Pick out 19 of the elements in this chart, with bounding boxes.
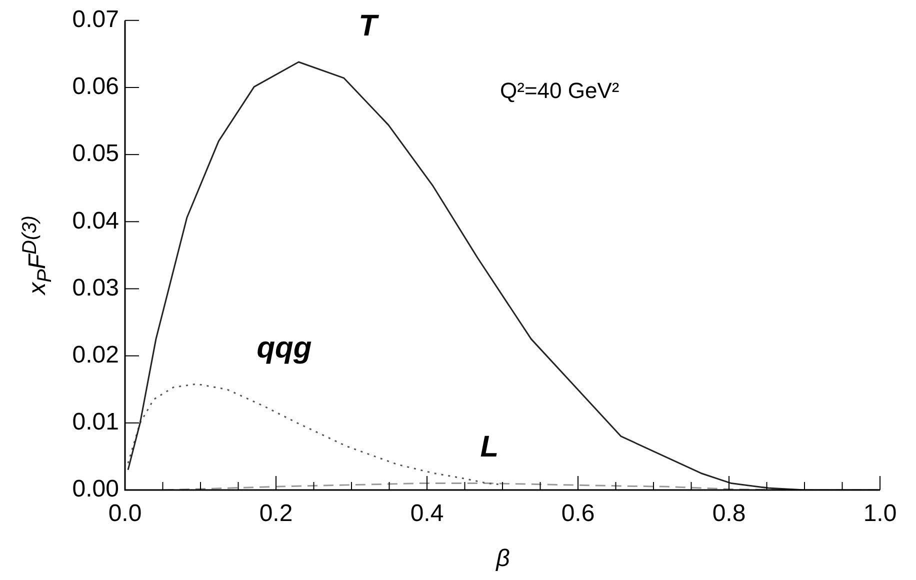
x-tick-label: 0.4 [410, 500, 444, 528]
y-tick-label: 0.01 [72, 408, 119, 436]
y-tick-label: 0.06 [72, 73, 119, 100]
y-tick-label: 0.02 [72, 341, 119, 368]
x-tick-label: 0.8 [712, 500, 746, 528]
y-tick-label: 0.03 [72, 274, 119, 302]
series-label: L [480, 430, 499, 464]
x-tick-label: 0.2 [259, 500, 293, 528]
x-tick-label: 0.6 [561, 500, 595, 528]
x-axis-title: β [496, 545, 510, 573]
series-label: T [358, 9, 380, 42]
y-tick-label: 0.07 [72, 6, 119, 34]
y-tick-label: 0.00 [72, 476, 119, 503]
series-label: qqg [256, 331, 312, 364]
x-tick-label: 0.0 [108, 500, 142, 528]
x-tick-label: 1.0 [863, 500, 897, 528]
y-tick-label: 0.05 [72, 140, 119, 168]
y-tick-label: 0.04 [72, 207, 119, 234]
annotation: Q²=40 GeV² [500, 78, 620, 104]
